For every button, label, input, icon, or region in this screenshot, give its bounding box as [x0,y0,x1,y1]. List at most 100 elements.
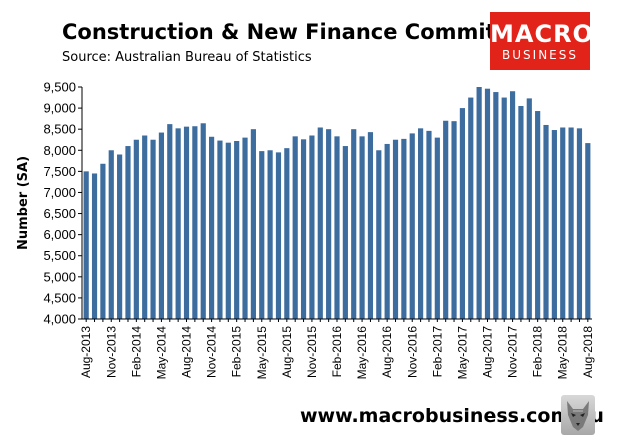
bar [535,111,541,319]
x-tick-label: Aug-2014 [180,326,194,378]
x-tick-label: May-2018 [556,326,570,380]
y-tick-label: 6,000 [43,227,76,242]
logo-line-2: BUSINESS [502,48,578,62]
bar [518,105,524,319]
footer-url: www.macrobusiness.com.au [300,405,604,427]
x-tick-label: Nov-2016 [405,326,419,378]
y-tick-label: 5,000 [43,269,76,284]
bar [108,150,114,319]
x-tick-label: Feb-2015 [230,326,244,378]
bar [493,92,499,319]
x-tick-label: Nov-2014 [205,326,219,378]
x-tick-label: Aug-2013 [79,326,93,378]
bar [443,120,449,319]
bar [275,152,282,319]
bar [150,139,156,319]
bar [317,127,323,320]
bar [351,129,357,319]
bar [234,140,240,319]
x-tick-label: Nov-2015 [305,326,319,378]
x-tick-label: Nov-2013 [104,326,118,378]
bar [125,146,131,319]
bar [451,121,457,319]
y-tick-label: 6,500 [43,206,76,221]
bar [326,129,332,319]
bar [242,137,248,319]
x-tick-label: Feb-2016 [330,326,344,378]
bar [250,129,256,319]
bar [334,136,340,319]
bar [175,128,181,319]
bar [309,135,315,319]
x-tick-label: Feb-2018 [531,326,545,378]
bar [300,139,307,319]
y-tick-label: 4,500 [43,290,76,305]
chart-subtitle: Source: Australian Bureau of Statistics [62,50,312,65]
bar [484,88,491,319]
x-tick-label: May-2017 [455,326,469,380]
x-tick-label: May-2014 [154,326,168,380]
bar [551,130,557,319]
bar [526,98,532,319]
bar [200,123,206,319]
bar [225,142,231,319]
x-tick-label: Feb-2014 [129,326,143,378]
bar [91,173,98,319]
bar [83,171,89,319]
x-tick-label: Aug-2016 [380,326,394,378]
x-tick-label: May-2016 [355,326,369,380]
bar [468,97,474,319]
y-tick-label: 4,000 [43,312,76,327]
bar [401,138,407,319]
bar [292,136,298,319]
bar [259,151,265,319]
bar [560,127,566,320]
logo-line-1: MACRO [490,20,594,48]
macro-business-logo: MACRO BUSINESS [490,12,594,70]
bar [418,128,424,319]
bar [459,108,465,319]
bar [376,150,382,319]
bar [392,139,399,319]
x-tick-label: Nov-2017 [506,326,520,378]
bar [133,139,139,319]
bar [217,140,223,319]
x-tick-label: Feb-2017 [430,326,444,378]
bar [117,154,123,319]
chart-title: Construction & New Finance Commitments [62,20,570,44]
bar [585,143,591,319]
bar [167,124,173,320]
bar [100,163,106,319]
bar [158,132,165,319]
bar [543,124,549,320]
bar [367,132,374,319]
bar [576,128,583,319]
bar [183,126,190,320]
y-tick-label: 8,000 [43,143,76,158]
wolf-logo-icon [561,395,595,435]
x-tick-label: May-2015 [255,326,269,380]
y-tick-label: 9,000 [43,101,76,116]
bar [568,127,574,320]
y-tick-label: 7,000 [43,185,76,200]
x-tick-label: Aug-2017 [480,326,494,378]
bar [384,143,390,319]
y-axis-label: Number (SA) [16,156,31,250]
bar [426,130,432,319]
bar [409,133,415,319]
bar [476,87,482,319]
y-tick-label: 8,500 [43,122,76,137]
bar [342,146,348,319]
bar [267,150,273,319]
bar [434,137,440,319]
y-tick-label: 5,500 [43,248,76,263]
bar [501,97,507,319]
bar [509,91,516,319]
bar [142,135,148,319]
bar [284,148,290,319]
bar [209,136,215,319]
x-tick-label: Aug-2018 [581,326,595,378]
bar [359,136,365,319]
bar [192,126,198,319]
